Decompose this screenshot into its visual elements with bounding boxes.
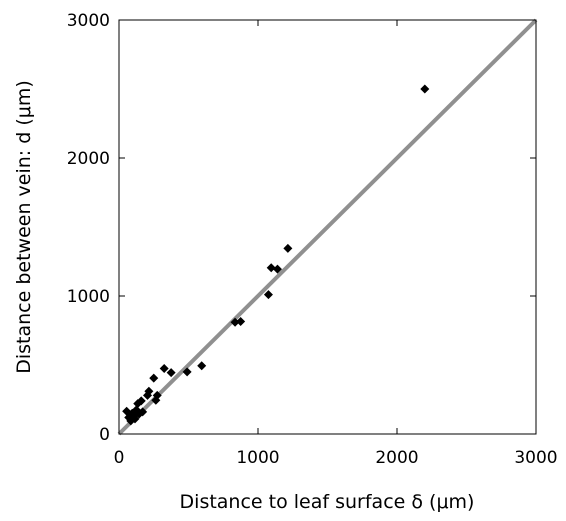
y-tick-label: 3000 [67, 11, 110, 31]
data-point [152, 390, 162, 400]
data-point [197, 361, 207, 371]
y-tick-label: 0 [99, 425, 110, 445]
data-point-layer [122, 84, 430, 426]
x-tick-label: 2000 [375, 448, 418, 468]
data-point [420, 84, 430, 94]
x-tick-label: 3000 [514, 448, 557, 468]
data-point [236, 317, 246, 327]
data-point [166, 368, 176, 378]
data-point [138, 407, 148, 417]
data-point [122, 406, 132, 416]
reference-line [117, 18, 538, 436]
reference-line-layer [117, 18, 538, 436]
data-point [136, 396, 146, 406]
x-tick-label: 0 [114, 448, 125, 468]
data-point [144, 386, 154, 396]
x-tick-label: 1000 [236, 448, 279, 468]
data-point [159, 363, 169, 373]
tick-layer: 0 1000 2000 3000 0 1000 2000 3000 [67, 11, 558, 468]
data-point [263, 290, 273, 300]
data-point [182, 367, 192, 377]
data-point [266, 263, 276, 273]
data-point [272, 264, 282, 274]
data-point [283, 243, 293, 253]
x-axis-label: Distance to leaf surface δ (μm) [180, 491, 475, 513]
y-axis-label: Distance between vein: d (μm) [13, 80, 35, 374]
data-point [230, 317, 240, 327]
y-tick-label: 1000 [67, 287, 110, 307]
data-point [149, 373, 159, 383]
y-tick-label: 2000 [67, 149, 110, 169]
data-point [130, 414, 140, 424]
